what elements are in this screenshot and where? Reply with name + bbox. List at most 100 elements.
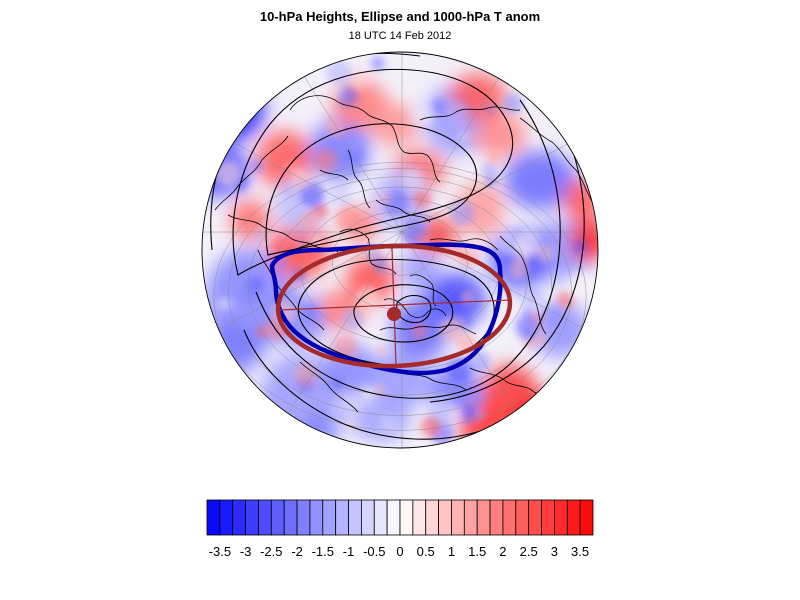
anomaly-speck — [420, 416, 442, 438]
meridian-line — [401, 231, 533, 440]
colorbar-box — [528, 499, 542, 536]
anomaly-speck — [485, 104, 497, 115]
anomaly-speck — [376, 345, 386, 356]
colorbar-box — [335, 499, 349, 536]
colorbar-box — [348, 499, 362, 536]
anomaly-speck — [458, 131, 469, 142]
latitude-circle — [228, 168, 572, 416]
anomaly-speck — [351, 70, 369, 88]
colorbar-box — [283, 499, 298, 536]
colorbar-tick-label: 1 — [448, 544, 455, 559]
anomaly-speck — [255, 326, 267, 338]
anomaly-speck — [361, 386, 375, 400]
anomaly-speck — [569, 272, 593, 296]
ellipse-center-dot — [387, 307, 401, 321]
anomaly-speck — [515, 230, 541, 257]
colorbar-box — [386, 499, 401, 536]
temperature-anomaly-detail — [215, 56, 593, 446]
colorbar-box — [502, 499, 517, 536]
latitude-circle — [332, 211, 468, 310]
meridian-line — [271, 231, 403, 440]
anomaly-speck — [533, 341, 543, 351]
colorbar-box — [232, 499, 246, 536]
colorbar-box — [451, 499, 465, 536]
colorbar-box — [360, 499, 375, 536]
anomaly-speck — [485, 176, 497, 188]
coastlines — [214, 95, 595, 413]
colorbar-box — [438, 499, 452, 536]
anomaly-speck — [515, 315, 539, 339]
anomaly-speck — [216, 297, 231, 312]
anomaly-speck — [487, 150, 501, 165]
anomaly-patch — [456, 181, 504, 239]
anomaly-speck — [251, 159, 263, 172]
colorbar-tick-label: -0.5 — [363, 544, 385, 559]
anomaly-speck — [325, 118, 345, 138]
anomaly-speck — [556, 269, 565, 277]
anomaly-speck — [431, 98, 447, 115]
colorbar-box — [541, 499, 555, 536]
anomaly-speck — [314, 149, 338, 172]
anomaly-speck — [521, 306, 532, 317]
colorbar-box — [579, 499, 594, 536]
colorbar-box — [425, 499, 440, 536]
anomaly-speck — [313, 203, 328, 219]
colorbar-tick-label: -2 — [291, 544, 303, 559]
colorbar-box — [554, 499, 568, 536]
anomaly-speck — [328, 401, 353, 425]
anomaly-speck — [348, 161, 362, 175]
anomaly-speck — [412, 190, 431, 209]
anomaly-speck — [337, 86, 358, 107]
colorbar-tick-label: -3 — [240, 544, 252, 559]
colorbar-tick-label: 3.5 — [571, 544, 589, 559]
colorbar-box — [566, 499, 581, 536]
colorbar-box — [296, 499, 311, 536]
anomaly-speck — [215, 160, 241, 187]
colorbar-box — [219, 499, 234, 536]
colorbar-tick-label: 2.5 — [520, 544, 538, 559]
colorbar-box — [412, 499, 427, 536]
colorbar-boxes — [206, 499, 594, 536]
anomaly-speck — [481, 162, 497, 179]
colorbar-tick-label: -1.5 — [312, 544, 334, 559]
colorbar-tick-label: -2.5 — [260, 544, 282, 559]
anomaly-speck — [472, 132, 482, 143]
anomaly-speck — [377, 191, 391, 205]
colorbar-tick-label: -3.5 — [209, 544, 231, 559]
anomaly-speck — [508, 259, 529, 280]
anomaly-speck — [285, 162, 297, 173]
anomaly-speck — [247, 276, 264, 292]
colorbar-box — [322, 499, 337, 536]
anomaly-speck — [459, 403, 479, 423]
anomaly-speck — [329, 183, 353, 207]
anomaly-speck — [343, 133, 366, 156]
anomaly-speck — [406, 212, 430, 237]
colorbar-box — [399, 499, 414, 536]
anomaly-speck — [410, 104, 433, 128]
anomaly-speck — [254, 230, 266, 242]
anomaly-speck — [283, 182, 295, 194]
colorbar-box — [476, 499, 491, 536]
colorbar-box — [270, 499, 285, 536]
globe-outline — [201, 51, 599, 449]
anomaly-speck — [293, 362, 318, 387]
map-title: 10-hPa Heights, Ellipse and 1000-hPa T a… — [259, 9, 541, 24]
anomaly-speck — [556, 291, 575, 309]
colorbar-box — [245, 499, 259, 536]
anomaly-speck — [370, 56, 385, 71]
anomaly-patch — [371, 103, 419, 147]
colorbar-box — [373, 499, 388, 536]
anomaly-speck — [373, 384, 386, 396]
anomaly-speck — [300, 211, 318, 228]
colorbar-tick-label: 3 — [551, 544, 558, 559]
colorbar-box — [463, 499, 478, 536]
anomaly-speck — [328, 307, 342, 322]
anomaly-speck — [340, 307, 365, 332]
anomaly-speck — [335, 205, 360, 231]
colorbar-tick-label: 0.5 — [417, 544, 435, 559]
anomaly-speck — [272, 241, 284, 252]
map-subtitle: 18 UTC 14 Feb 2012 — [348, 30, 452, 42]
anomaly-speck — [449, 200, 475, 226]
colorbar-tick-label: 0 — [396, 544, 403, 559]
